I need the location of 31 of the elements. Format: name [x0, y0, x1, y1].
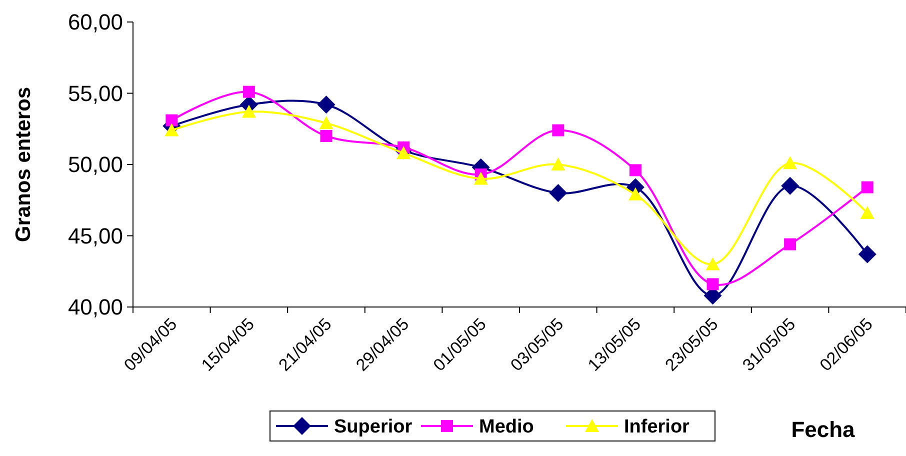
- point: [164, 123, 179, 136]
- point: [860, 206, 874, 219]
- point: [474, 172, 488, 185]
- point: [319, 116, 334, 130]
- point: [317, 96, 336, 114]
- legend-label: Medio: [479, 416, 534, 438]
- point: [320, 130, 332, 142]
- y-axis-title: Granos enteros: [12, 86, 35, 242]
- y-tick-label: 55,00: [68, 80, 123, 106]
- y-tick-label: 50,00: [68, 152, 123, 178]
- legend-label: Superior: [334, 416, 413, 438]
- y-tick-label: 60,00: [68, 10, 123, 35]
- point: [552, 124, 564, 136]
- point: [706, 278, 719, 290]
- point: [549, 184, 568, 202]
- legend-label: Inferior: [624, 416, 690, 438]
- y-tick-label: 40,00: [68, 294, 123, 320]
- point: [706, 257, 720, 270]
- x-axis-title: Fecha: [791, 417, 856, 442]
- point: [629, 164, 642, 176]
- point: [783, 156, 798, 170]
- point: [861, 181, 874, 194]
- point: [781, 176, 800, 195]
- point: [784, 238, 796, 250]
- point: [166, 114, 178, 126]
- point: [628, 187, 642, 200]
- point: [551, 158, 566, 170]
- point: [242, 86, 255, 98]
- point: [858, 245, 876, 264]
- point: [242, 104, 256, 118]
- y-tick-label: 45,00: [68, 223, 123, 248]
